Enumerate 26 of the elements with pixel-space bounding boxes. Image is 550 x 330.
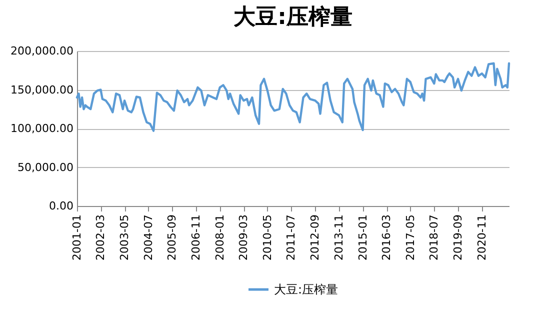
x-tick-label: 2012-09 [308, 214, 322, 260]
x-tick-label: 2006-11 [190, 214, 203, 260]
x-tick-label: 2018-07 [428, 214, 441, 260]
x-tick-label: 2010-05 [260, 214, 274, 260]
y-tick-label: 50,000.00 [18, 160, 74, 174]
y-tick-label: 0.00 [49, 200, 74, 212]
legend-label: 大豆:压榨量 [274, 282, 338, 296]
x-tick-label: 2003-05 [118, 214, 132, 260]
x-tick-label: 2011-07 [284, 214, 298, 260]
x-tick-label: 2009-03 [237, 214, 250, 260]
x-tick-label: 2017-05 [404, 214, 417, 260]
x-tick-label: 2001-01 [70, 214, 84, 260]
chart-title: 大豆:压榨量 [234, 5, 352, 30]
y-tick-label: 100,000.00 [10, 122, 74, 135]
x-tick-label: 2002-03 [94, 214, 108, 260]
line-series [76, 62, 510, 132]
x-tick-label: 2016-03 [380, 214, 394, 260]
y-tick-label: 200,000.00 [10, 44, 74, 58]
x-tick-label: 2015-01 [356, 214, 370, 260]
y-tick-label: 150,000.00 [10, 83, 74, 96]
x-tick-label: 2008-01 [213, 214, 226, 260]
x-tick-label: 2019-09 [452, 214, 465, 260]
x-tick-label: 2013-11 [332, 214, 346, 260]
x-tick-label: 2005-09 [166, 214, 179, 260]
x-tick-label: 2020-11 [475, 214, 488, 260]
x-tick-label: 2004-07 [142, 214, 155, 260]
